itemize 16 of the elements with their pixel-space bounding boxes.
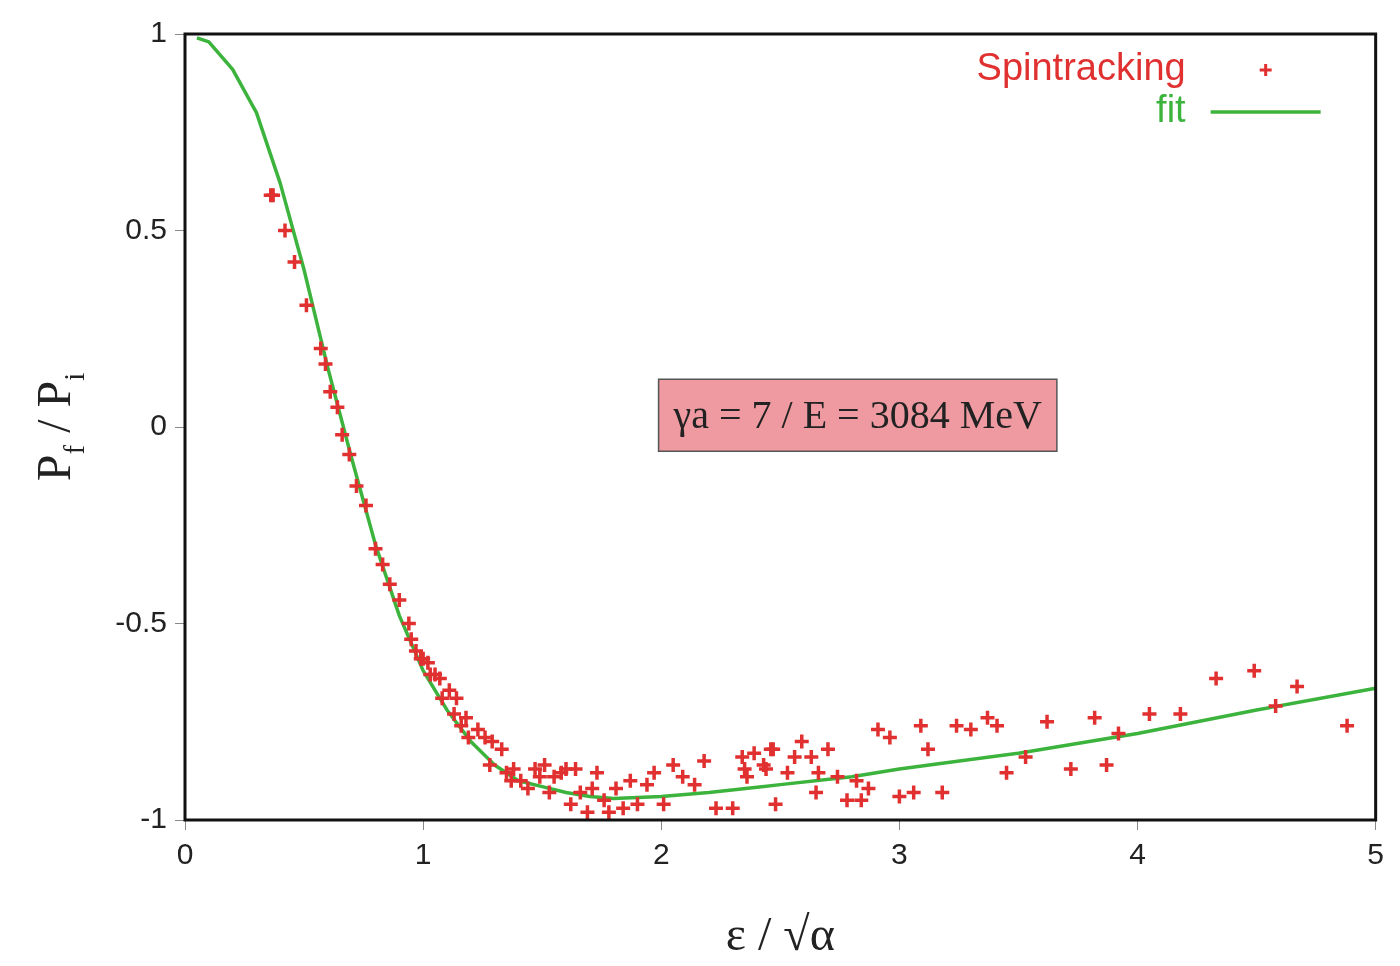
y-tick-label: 0.5	[125, 211, 167, 245]
legend-label: fit	[1156, 88, 1187, 131]
x-axis-title: ε / √α	[725, 907, 835, 960]
x-tick-label: 4	[1129, 837, 1146, 871]
y-axis-title: Pf / Pi	[27, 372, 91, 482]
annotation: γa = 7 / E = 3084 MeV	[672, 391, 1042, 437]
x-tick-label: 3	[891, 837, 908, 871]
x-tick-label: 0	[176, 837, 194, 871]
y-tick-label: 0	[150, 408, 167, 442]
x-tick-label: 5	[1367, 837, 1384, 871]
legend-label: Spintracking	[976, 46, 1186, 89]
y-tick-label: -0.5	[115, 604, 167, 638]
x-tick-label: 1	[414, 837, 432, 871]
y-tick-label: 1	[150, 15, 167, 49]
y-tick-label: -1	[140, 801, 167, 835]
x-tick-label: 2	[652, 837, 670, 871]
